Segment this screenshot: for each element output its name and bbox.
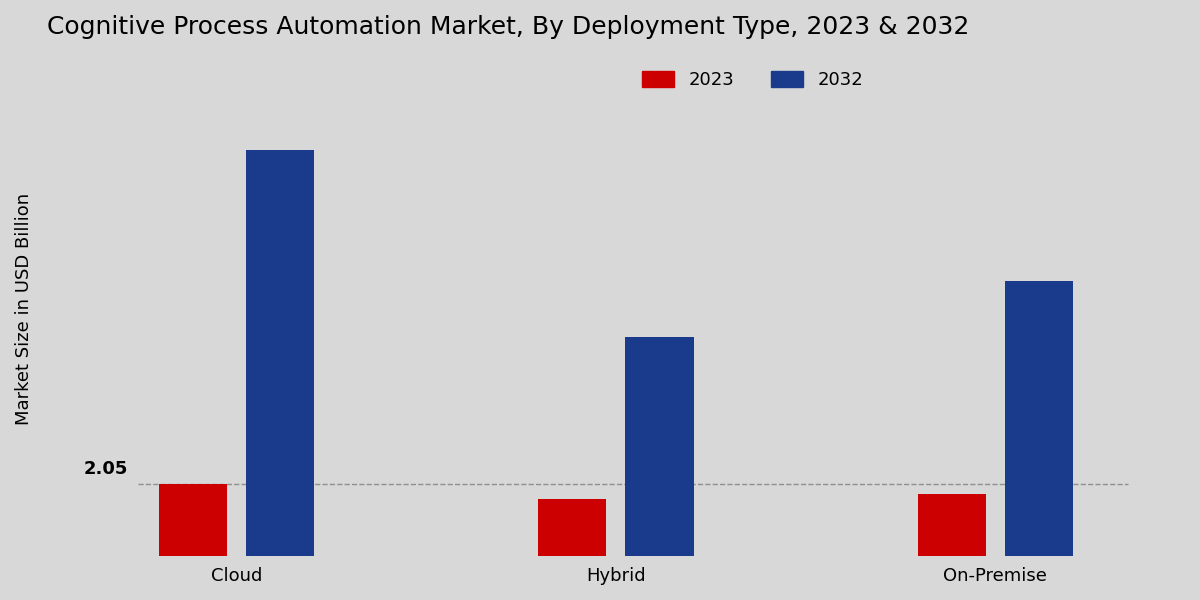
Bar: [538, 499, 606, 556]
Text: 2.05: 2.05: [84, 460, 128, 478]
Y-axis label: Market Size in USD Billion: Market Size in USD Billion: [14, 193, 34, 425]
Bar: [1004, 281, 1073, 556]
Text: Cognitive Process Automation Market, By Deployment Type, 2023 & 2032: Cognitive Process Automation Market, By …: [47, 15, 970, 39]
Legend: 2023, 2032: 2023, 2032: [642, 71, 863, 89]
Bar: [918, 494, 986, 556]
Bar: [158, 484, 227, 556]
Bar: [625, 337, 694, 556]
Bar: [246, 150, 314, 556]
